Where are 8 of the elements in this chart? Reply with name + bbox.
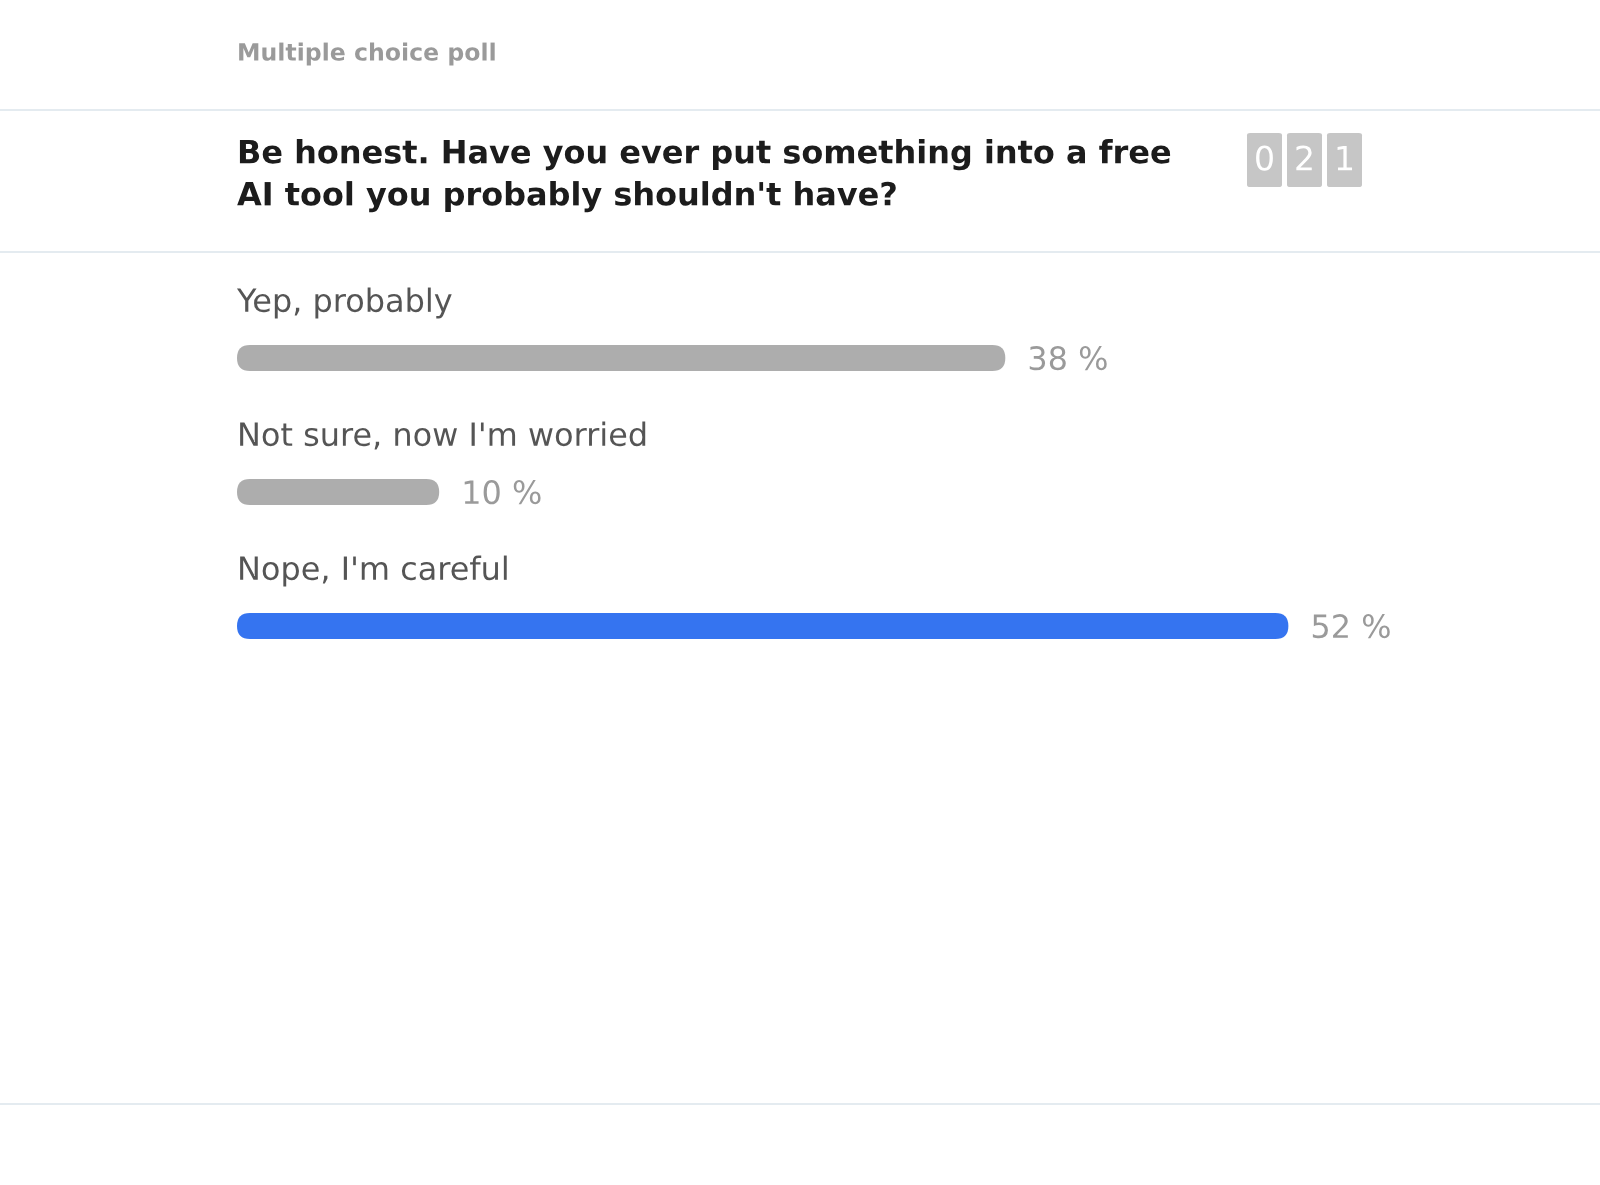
- chart-title: Be honest. Have you ever put something into a free AI tool you probably shouldn't have?: [237, 139, 1171, 213]
- y-tick-label: Nope, I'm careful: [240, 555, 507, 587]
- chart-subtitle: Multiple choice poll: [239, 42, 495, 66]
- y-tick-label: Yep, probably: [236, 287, 452, 319]
- data-label: 38 %: [1029, 346, 1107, 371]
- y-tick-label: Not sure, now I'm worried: [240, 421, 646, 450]
- data-label: 52 %: [1312, 614, 1390, 639]
- data-label: 10 %: [464, 480, 541, 505]
